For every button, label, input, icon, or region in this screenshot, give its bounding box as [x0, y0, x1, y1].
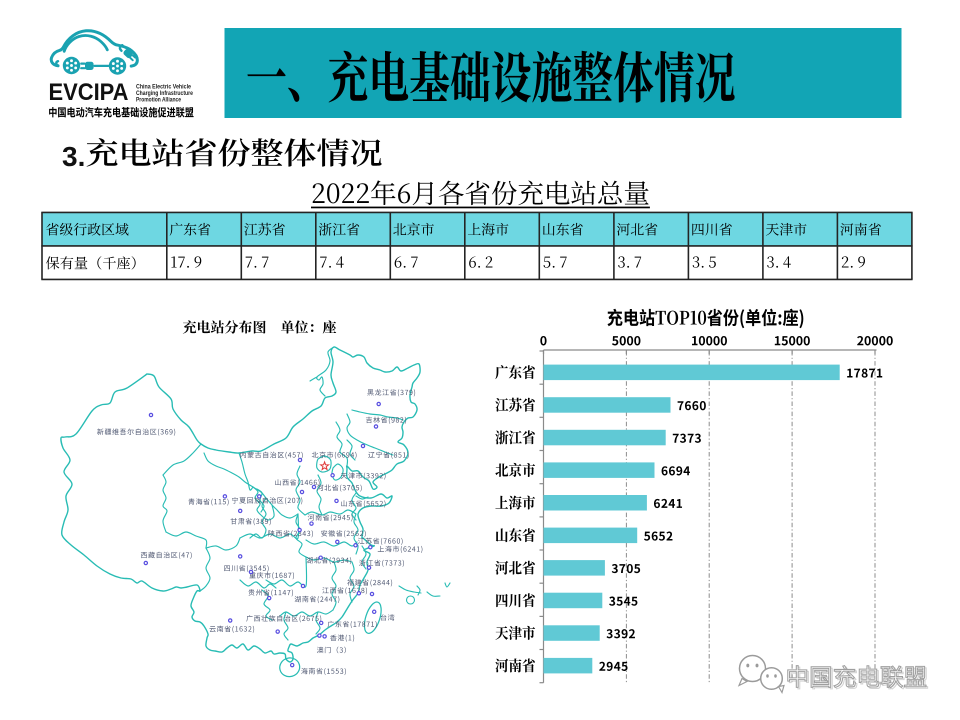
svg-text:Promotion Alliance: Promotion Alliance: [136, 97, 181, 104]
svg-text:EVCIPA: EVCIPA: [49, 79, 129, 106]
svg-text:3.: 3.: [62, 141, 85, 172]
svg-text:China Electric Vehicle: China Electric Vehicle: [136, 83, 191, 90]
svg-text:Charging Infrastructure: Charging Infrastructure: [136, 90, 193, 97]
